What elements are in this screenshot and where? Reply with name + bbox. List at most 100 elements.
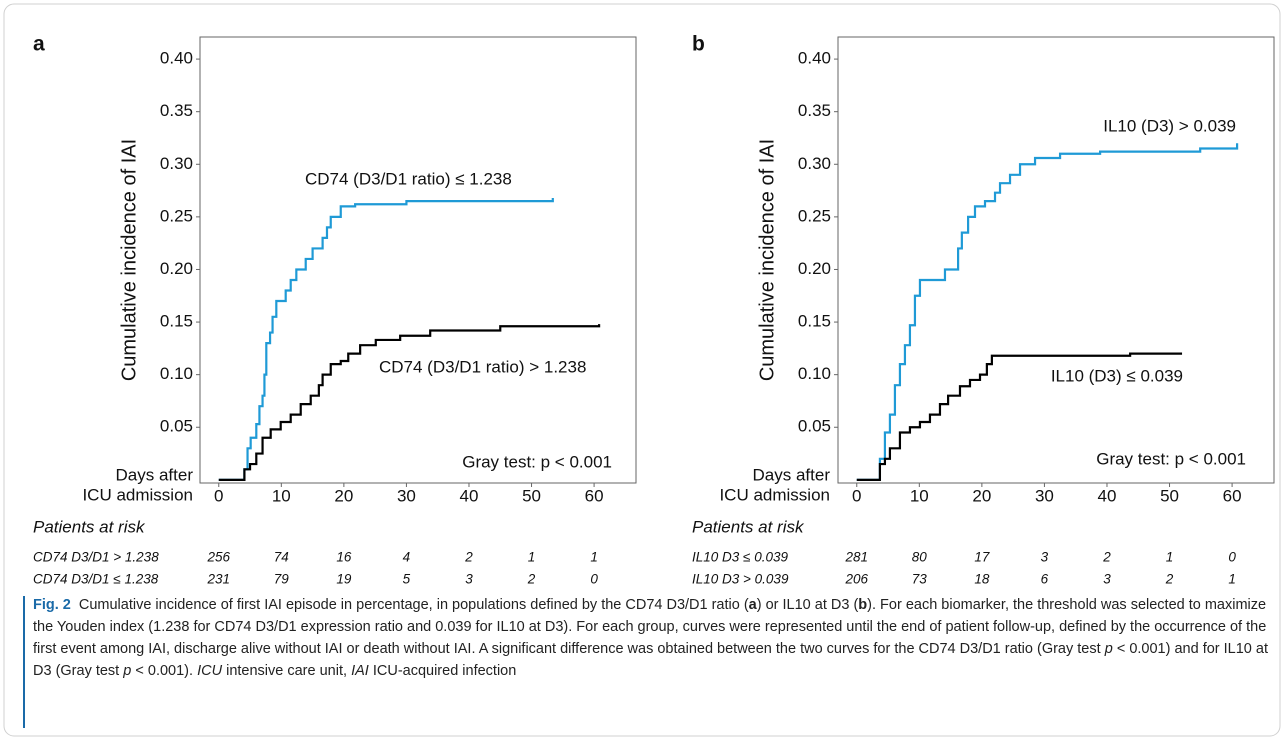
risk-count: 3 [1041,550,1049,565]
y-tick-label: 0.25 [798,206,831,225]
annotation: Gray test: p < 0.001 [1096,449,1246,468]
risk-count: 281 [845,550,869,565]
risk-count: 17 [974,550,990,565]
plot-frame [837,36,1275,484]
y-tick-label: 0.05 [160,417,193,436]
x-axis-label: ICU admission [82,485,193,504]
step-line [856,143,1239,481]
caption: Fig. 2 Cumulative incidence of first IAI … [33,594,1269,682]
panel-label: b [692,33,705,56]
risk-count: 231 [207,572,231,587]
caption-text: ) or IL10 at D3 ( [756,597,859,613]
x-tick-label: 30 [1035,486,1054,505]
risk-count: 2 [464,550,473,565]
x-tick-label: 40 [1098,486,1117,505]
y-tick-label: 0.30 [798,154,831,173]
series-label: IL10 (D3) > 0.039 [1103,116,1236,135]
x-tick-label: 60 [585,486,604,505]
risk-row-label: IL10 D3 ≤ 0.039 [692,550,788,565]
caption-text: p [123,663,132,679]
x-tick-label: 10 [272,486,291,505]
risk-count: 79 [274,572,290,587]
x-tick-label: 30 [397,486,416,505]
risk-row-label: IL10 D3 > 0.039 [692,572,789,587]
x-tick-label: 20 [972,486,991,505]
x-tick-label: 50 [522,486,541,505]
y-tick-label: 0.15 [160,312,193,331]
risk-count: 1 [1166,550,1174,565]
caption-text: < 0.001) and for IL10 at D3 (Gray test [33,641,1268,679]
step-line [218,324,601,481]
x-tick-label: 40 [460,486,479,505]
risk-count: 80 [912,550,928,565]
x-axis-label: Days after [753,465,831,484]
risk-count: 16 [336,550,352,565]
caption-text: b [858,597,868,613]
risk-count: 3 [465,572,473,587]
risk-count: 2 [527,572,536,587]
step-line [856,352,1183,481]
risk-table-title: Patients at risk [33,517,146,536]
risk-row-label: CD74 D3/D1 ≤ 1.238 [33,572,159,587]
risk-count: 5 [403,572,411,587]
x-axis-label: ICU admission [719,485,830,504]
risk-count: 6 [1041,572,1049,587]
risk-count: 2 [1102,550,1111,565]
risk-count: 0 [1228,550,1236,565]
x-axis-label: Days after [116,465,194,484]
x-tick-label: 0 [852,486,861,505]
y-tick-label: 0.10 [798,364,831,383]
risk-count: 1 [528,550,536,565]
risk-count: 0 [590,572,598,587]
step-line [218,197,554,481]
y-axis-label: Cumulative incidence of IAI [756,139,778,381]
panel-label: a [33,33,45,56]
risk-count: 3 [1103,572,1111,587]
risk-count: 19 [336,572,352,587]
risk-count: 73 [912,572,928,587]
y-tick-label: 0.20 [160,259,193,278]
plot-frame [199,36,637,484]
series-label: IL10 (D3) ≤ 0.039 [1051,366,1183,385]
series-label: CD74 (D3/D1 ratio) > 1.238 [379,357,586,376]
x-tick-label: 60 [1223,486,1242,505]
caption-text: Cumulative incidence of first IAI episod… [78,597,749,613]
x-tick-label: 0 [214,486,223,505]
series-label: CD74 (D3/D1 ratio) ≤ 1.238 [305,169,512,188]
risk-row-label: CD74 D3/D1 > 1.238 [33,550,159,565]
y-axis-label: Cumulative incidence of IAI [118,139,140,381]
risk-count: 74 [274,550,289,565]
caption-text: ). For each biomarker, the threshold was… [33,597,1267,657]
risk-count: 256 [207,550,231,565]
risk-table-title: Patients at risk [692,517,805,536]
risk-count: 1 [1228,572,1236,587]
caption-text: intensive care unit, [226,663,348,679]
risk-count: 18 [974,572,990,587]
y-tick-label: 0.40 [160,49,193,68]
risk-count: 1 [590,550,598,565]
y-tick-label: 0.05 [798,417,831,436]
y-tick-label: 0.15 [798,312,831,331]
x-tick-label: 50 [1160,486,1179,505]
risk-count: 2 [1165,572,1174,587]
caption-text: < 0.001). [135,663,194,679]
x-tick-label: 20 [334,486,353,505]
risk-count: 4 [403,550,411,565]
annotation: Gray test: p < 0.001 [462,452,612,471]
y-tick-label: 0.10 [160,364,193,383]
caption-text: p [1104,641,1113,657]
y-tick-label: 0.40 [798,49,831,68]
x-tick-label: 10 [910,486,929,505]
y-tick-label: 0.20 [798,259,831,278]
figure-border [3,3,1281,737]
y-tick-label: 0.30 [160,154,193,173]
y-tick-label: 0.35 [160,101,193,120]
caption-text: IAI [351,663,369,679]
caption-label: Fig. 2 [33,597,71,613]
caption-text: a [748,597,757,613]
y-tick-label: 0.35 [798,101,831,120]
caption-text: ICU-acquired infection [372,663,517,679]
caption-text: ICU [197,663,223,679]
